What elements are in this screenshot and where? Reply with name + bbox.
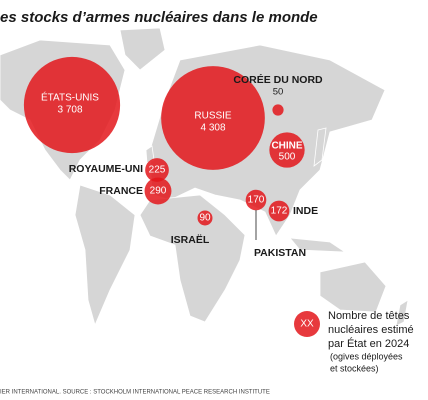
legend-symbol — [294, 311, 320, 337]
greenland — [119, 27, 166, 71]
country-name: FRANCE — [99, 185, 143, 197]
bubble — [245, 189, 267, 211]
country-name: ISRAËL — [171, 233, 210, 246]
bubble — [161, 66, 265, 170]
legend-text: par État en 2024 — [328, 337, 409, 350]
new-zealand — [395, 299, 409, 327]
country-value: 90 — [199, 213, 211, 224]
japan — [313, 127, 327, 167]
source: IER INTERNATIONAL. SOURCE : STOCKHOLM IN… — [0, 390, 270, 396]
country-value: 172 — [271, 206, 288, 217]
bubble — [197, 210, 213, 226]
country-name: RUSSIE — [194, 111, 232, 122]
legend-symbol-text: XX — [300, 319, 314, 330]
country-value: 170 — [248, 195, 265, 206]
legend-text: nucléaires estimé — [328, 324, 414, 336]
bubble — [272, 104, 284, 116]
bubble — [23, 56, 121, 154]
country-name: PAKISTAN — [254, 247, 306, 259]
bubble — [268, 200, 290, 222]
country-name: ROYAUME-UNI — [69, 163, 143, 175]
legend-note: et stockées) — [330, 363, 379, 373]
australia — [319, 261, 387, 313]
country-value: 4 308 — [200, 123, 225, 134]
south-america — [74, 184, 136, 327]
title: es stocks d’armes nucléaires dans le mon… — [0, 9, 318, 26]
africa — [139, 194, 246, 323]
legend-text: Nombre de têtes — [328, 310, 410, 322]
bubble — [145, 158, 169, 182]
country-value: 500 — [279, 152, 296, 163]
indonesia — [289, 237, 347, 253]
country-value: 225 — [149, 165, 166, 176]
country-value: 50 — [273, 87, 284, 98]
country-name: CORÉE DU NORD — [233, 73, 323, 86]
legend-note: (ogives déployées — [330, 351, 403, 361]
bubble — [144, 177, 172, 205]
country-name: INDE — [293, 205, 318, 217]
country-value: 3 708 — [57, 105, 82, 116]
bubble — [269, 132, 305, 168]
country-name: ÉTATS-UNIS — [41, 91, 99, 104]
country-value: 290 — [150, 186, 167, 197]
country-name: CHINE — [271, 141, 302, 152]
